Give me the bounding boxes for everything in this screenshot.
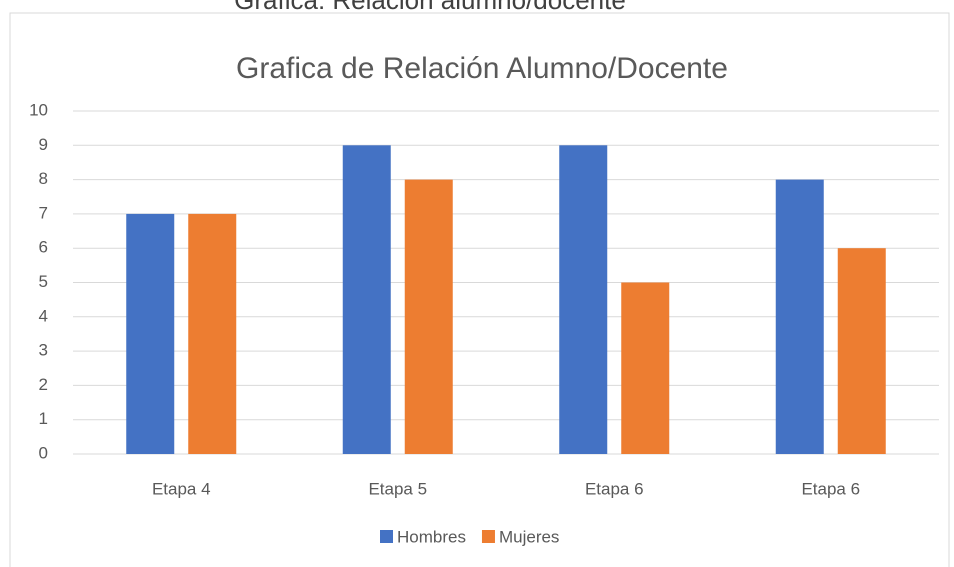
y-tick-label: 10	[29, 100, 48, 119]
bar	[126, 213, 175, 454]
bar	[188, 213, 237, 454]
y-tick-label: 3	[39, 341, 48, 360]
y-tick-label: 4	[39, 306, 48, 325]
y-tick-label: 1	[39, 409, 48, 428]
bar	[837, 248, 886, 454]
bar	[404, 179, 453, 454]
y-tick-label: 8	[39, 169, 48, 188]
bar	[559, 145, 608, 455]
legend-label: Mujeres	[499, 527, 559, 546]
chart-title: Grafica de Relación Alumno/Docente	[236, 52, 728, 85]
x-tick-label: Etapa 6	[585, 479, 644, 498]
y-tick-label: 6	[39, 238, 48, 257]
bar	[342, 145, 391, 455]
x-tick-label: Etapa 5	[368, 479, 427, 498]
bar	[621, 282, 670, 454]
legend-swatch	[380, 530, 393, 543]
y-tick-label: 5	[39, 272, 48, 291]
header-text: Grafica: Relación alumno/docente	[234, 0, 626, 15]
bar	[775, 179, 824, 454]
y-tick-label: 9	[39, 135, 48, 154]
y-tick-label: 2	[39, 375, 48, 394]
x-tick-label: Etapa 4	[152, 479, 211, 498]
legend-swatch	[481, 530, 495, 543]
legend-label: Hombres	[397, 527, 466, 546]
y-tick-label: 7	[39, 203, 48, 222]
x-tick-label: Etapa 6	[801, 479, 860, 498]
y-tick-label: 0	[39, 443, 48, 462]
